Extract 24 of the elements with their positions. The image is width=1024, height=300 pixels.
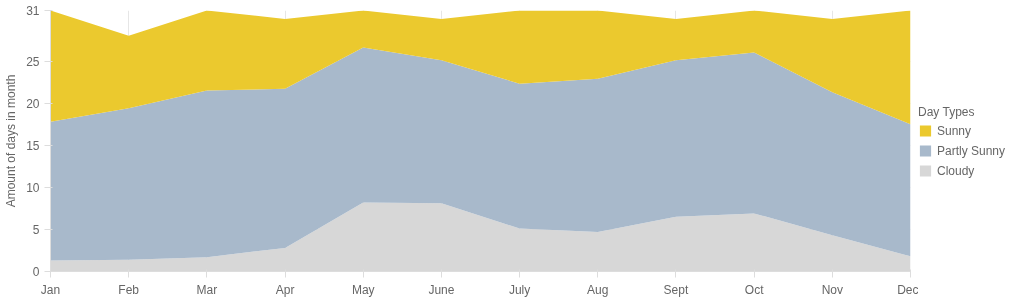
x-tick-label: Nov bbox=[821, 282, 843, 297]
y-axis-title: Amount of days in month bbox=[4, 74, 19, 208]
x-tick-label: Jan bbox=[40, 282, 61, 297]
y-tick-label: 15 bbox=[26, 138, 40, 153]
x-tick-label: Aug bbox=[587, 282, 609, 297]
x-tick-label: July bbox=[508, 282, 531, 297]
y-tick-label: 31 bbox=[26, 4, 40, 18]
y-tick-label: 0 bbox=[32, 265, 40, 279]
x-tick-label: June bbox=[428, 282, 455, 297]
x-tick-label: Apr bbox=[275, 282, 295, 297]
legend-label: Partly Sunny bbox=[937, 143, 1006, 157]
legend-title: Day Types bbox=[918, 104, 976, 118]
x-tick-label: Sept bbox=[663, 282, 689, 297]
x-tick-label: Mar bbox=[196, 282, 218, 297]
y-tick-label: 20 bbox=[26, 96, 40, 111]
legend-label: Sunny bbox=[937, 123, 972, 137]
x-tick-label: Feb bbox=[118, 282, 140, 297]
y-tick-label: 10 bbox=[26, 180, 40, 195]
y-tick-label: 25 bbox=[26, 54, 40, 69]
x-tick-label: Dec bbox=[897, 282, 919, 297]
y-tick-label: 5 bbox=[32, 222, 40, 237]
x-tick-label: May bbox=[351, 282, 375, 297]
x-tick-label: Oct bbox=[744, 282, 765, 297]
legend-label: Cloudy bbox=[937, 163, 975, 177]
